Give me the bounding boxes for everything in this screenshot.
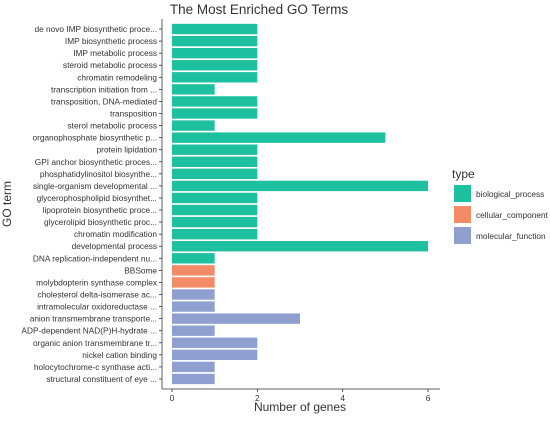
x-tick-label: 0 [170,393,175,403]
y-tick-label: chromatin remodeling [77,72,157,82]
bars-layer [172,23,429,385]
bar [172,204,258,216]
bar [172,96,258,107]
x-axis-layer: 0 2 4 6 [170,389,431,403]
bar [172,72,258,83]
bar [172,60,258,71]
y-tick-label: organic anion transmembrane tr... [33,338,157,348]
y-tick-label: DNA replication-independent nu... [33,253,157,263]
y-tick-label: structural constituent of eye ... [46,374,157,384]
bar [172,156,258,167]
y-tick-label: glycerolipid biosynthetic proc... [44,217,157,227]
y-tick-label: single-organism developmental ... [33,181,157,191]
y-tick-label: nickel cation binding [82,350,157,360]
y-tick-label: sterol metabolic process [68,121,157,131]
y-tick-label: steroid metabolic process [63,60,157,70]
y-tick-label: anion transmembrane transporte... [30,314,157,324]
bar [172,168,258,180]
y-tick-label: GPI anchor biosynthetic proces... [35,157,157,167]
y-tick-label: transcription initiation from ... [51,84,157,94]
y-tick-label: de novo IMP biosynthetic proce... [34,24,157,34]
legend-label: molecular_function [476,231,546,241]
bar [172,241,429,252]
legend-label: biological_process [476,189,544,199]
y-tick-label: transposition, DNA-mediated [51,96,157,106]
bar [172,228,258,240]
legend-swatch [454,227,471,244]
x-axis-title: Number of genes [254,400,346,414]
y-tick-label: cholesterol delta-isomerase ac... [38,290,157,300]
y-tick-label: IMP biosynthetic process [65,36,157,46]
bar [172,84,215,95]
bar [172,337,258,348]
y-tick-label: transposition [110,109,157,119]
y-tick-label: organophosphate biosynthetic p... [32,133,157,143]
y-tick-label: lipoprotein biosynthetic proce... [43,205,157,215]
bar [172,144,258,155]
y-axis-title: GO term [0,181,14,227]
bar [172,120,215,131]
bar [172,132,386,143]
bar [172,325,215,336]
y-tick-label: molybdopterin synthase complex [36,277,158,287]
x-tick-label: 4 [340,393,345,403]
bar [172,47,258,59]
bar [172,23,258,35]
bar [172,192,258,204]
x-tick-label: 6 [426,393,431,403]
chart-title: The Most Enriched GO Terms [170,2,349,17]
bar [172,277,215,288]
legend: type biological_process cellular_componen… [452,167,549,244]
bar [172,180,429,192]
legend-swatch [454,185,471,202]
bar [172,35,258,47]
x-tick-label: 2 [255,393,260,403]
bar [172,289,215,300]
y-tick-label: phosphatidylinositol biosynthe... [40,169,157,179]
bar [172,108,258,119]
y-tick-label: intramolecular oxidoreductase ... [37,302,157,312]
bar [172,216,258,228]
y-tick-label: protein lipidation [97,145,158,155]
y-tick-label: IMP metabolic process [73,48,157,58]
bar [172,301,215,312]
bar [172,253,215,264]
y-tick-label: ADP-dependent NAD(P)H-hydrate ... [21,326,157,336]
y-labels-layer: de novo IMP biosynthetic proce... IMP bio… [21,24,162,384]
bar [172,361,215,373]
y-tick-label: holocytochrome-c synthase acti... [34,362,157,372]
legend-title: type [452,167,475,181]
bar [172,313,301,324]
y-tick-label: developmental process [72,241,157,251]
legend-swatch [454,206,471,223]
bar [172,373,215,385]
bar [172,349,258,361]
bar [172,265,215,276]
y-tick-label: chromatin modification [74,229,157,239]
legend-label: cellular_component [476,210,549,220]
y-tick-label: BBSome [124,265,157,275]
y-tick-label: glycerophospholipid biosynthet... [37,193,157,203]
